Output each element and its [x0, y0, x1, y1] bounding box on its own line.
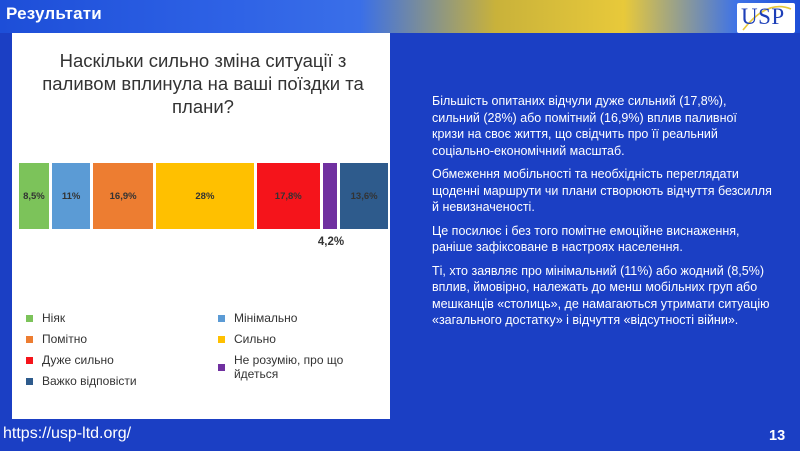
bar-segment: 11% [51, 163, 91, 229]
header-banner: Результати [0, 0, 800, 33]
data-label-outside: 4,2% [317, 236, 345, 248]
bar-segment: 16,9% [93, 163, 153, 229]
legend-label: Помітно [42, 332, 88, 346]
commentary: Більшість опитаних відчули дуже сильний … [432, 93, 772, 336]
legend-item: Помітно [26, 332, 87, 346]
legend-swatch [218, 314, 225, 322]
stacked-bar: 8,5% 11% 16,9% 28% 17,8% 13,6% [19, 163, 388, 229]
legend-swatch [26, 335, 33, 343]
bar-segment [322, 163, 338, 229]
website-link[interactable]: https://usp-ltd.org/ [3, 425, 132, 442]
legend-label: Сильно [234, 332, 276, 346]
data-label: 16,9% [109, 190, 137, 202]
legend-item: Сильно [218, 332, 276, 346]
data-label: 13,6% [350, 190, 378, 202]
bar-segment: 8,5% [19, 163, 49, 229]
paragraph-1: Більшість опитаних відчули дуже сильний … [432, 94, 737, 158]
paragraph-4: Ті, хто заявляє про мінімальний (11%) аб… [432, 263, 770, 328]
legend-swatch [218, 363, 225, 371]
logo-arc-icon [742, 5, 792, 31]
legend-swatch [26, 356, 33, 364]
bar-segment: 17,8% [257, 163, 320, 229]
usp-logo: USP [737, 3, 795, 33]
legend-label: Ніяк [42, 311, 66, 325]
legend-item: Ніяк [26, 311, 65, 325]
legend-item: Мінімально [218, 311, 297, 325]
bar-segment: 13,6% [340, 163, 388, 229]
paragraph-3: Це посилює і без того помітне емоційне в… [432, 223, 740, 255]
legend-label: Не розумію, про що йдеться [233, 353, 344, 381]
legend-label: Мінімально [234, 311, 298, 325]
legend-item: Дуже сильно [26, 353, 114, 367]
data-label: 17,8% [274, 190, 302, 202]
paragraph-2: Обмеження мобільності та необхідність пе… [432, 167, 772, 214]
legend-swatch [26, 377, 33, 385]
data-label: 8,5% [23, 190, 45, 202]
legend-item: Важко відповісти [26, 374, 137, 388]
section-title: Результати [6, 4, 102, 23]
legend-label: Дуже сильно [42, 353, 114, 367]
data-label: 28% [195, 190, 215, 202]
legend-label: Важко відповісти [42, 374, 137, 388]
legend-swatch [26, 314, 33, 322]
chart-panel: Наскільки сильно зміна ситуації з паливо… [12, 33, 390, 419]
logo-text: USP [741, 4, 785, 29]
data-label: 11% [61, 190, 81, 202]
legend-swatch [218, 335, 225, 343]
bar-segment: 28% [155, 163, 255, 229]
legend-item: Не розумію, про що йдеться [218, 353, 390, 381]
chart-title: Наскільки сильно зміна ситуації з паливо… [42, 50, 364, 117]
page-number: 13 [769, 428, 786, 444]
